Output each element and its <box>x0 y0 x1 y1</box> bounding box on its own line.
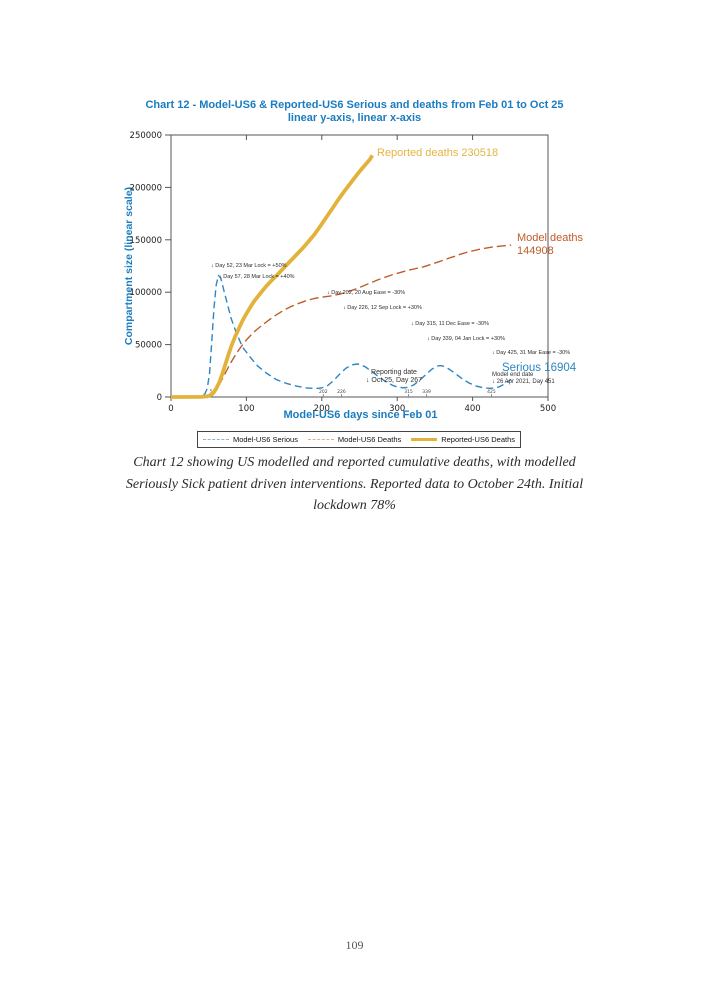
x-tick-label: 500 <box>540 404 556 414</box>
x-tick-label: 200 <box>314 404 330 414</box>
chart-annotation: ↓ Day 425, 31 Mar Ease = -30% <box>492 350 571 356</box>
plot-frame <box>170 134 549 398</box>
x-tick-label: 300 <box>389 404 405 414</box>
reporting-date-line2: ↓ Oct 25, Day 267 <box>365 377 423 384</box>
x-tick-label: 0 <box>168 404 173 414</box>
x-axis-label: Model-US6 days since Feb 01 <box>283 409 438 421</box>
chart-annotation: ↓ Day 315, 11 Dec Ease = -30% <box>411 321 490 327</box>
chart-annotation: ↓ Day 57, 28 Mar Lock = +40% <box>219 274 295 280</box>
legend-entry-model-deaths: Model-US6 Deaths <box>307 435 402 444</box>
reporting-date-annotation: Reporting date ↓ Oct 25, Day 267 <box>355 369 433 385</box>
chart-annotation: ↓ Day 202, 20 Aug Ease = -30% <box>327 290 406 296</box>
caption-line1: Chart 12 showing US modelled and reporte… <box>133 455 576 470</box>
chart-annotation: ↓ Day 339, 04 Jan Lock = +30% <box>427 336 505 342</box>
model-deaths-label-line2: 144908 <box>517 245 554 257</box>
model-deaths-label-line1: Model deaths <box>517 232 584 244</box>
intervention-tick-label: 339 <box>422 389 431 395</box>
chart-title-line2: linear y-axis, linear x-axis <box>287 112 422 124</box>
serious-label: Serious 16904 <box>502 362 577 374</box>
intervention-tick-label: 202 <box>319 389 328 395</box>
model-end-annotation: Model end date ↓ 26 Apr 2021, Day 451 <box>492 372 582 386</box>
reported-deaths-label: Reported deaths 230518 <box>377 147 499 159</box>
series-Model-US6 Deaths <box>170 244 512 398</box>
legend-label: Reported-US6 Deaths <box>441 435 515 444</box>
y-tick-label: 150000 <box>130 236 162 246</box>
chart-annotation: ↓ Day 52, 23 Mar Lock = +50% <box>211 263 287 269</box>
y-tick-label: 50000 <box>135 341 162 351</box>
legend-label: Model-US6 Serious <box>232 435 298 444</box>
intervention-tick-label: 425 <box>487 389 496 395</box>
reporting-date-line1: Reporting date <box>371 369 417 376</box>
x-tick-label: 100 <box>238 404 254 414</box>
x-tick-label: 400 <box>464 404 480 414</box>
caption-line3: lockdown 78% <box>313 498 396 513</box>
model-deaths-label: Model deaths 144908 <box>517 232 583 258</box>
figure-caption: Chart 12 showing US modelled and reporte… <box>70 452 639 517</box>
legend-entry-serious: Model-US6 Serious <box>202 435 298 444</box>
intervention-tick-label: 315 <box>404 389 413 395</box>
model-end-line1: Model end date <box>492 372 534 378</box>
y-tick-label: 200000 <box>130 183 162 193</box>
y-tick-label: 250000 <box>130 131 162 141</box>
caption-line2: Seriously Sick patient driven interventi… <box>125 476 584 492</box>
chart-title: Chart 12 - Model-US6 & Reported-US6 Seri… <box>0 99 709 125</box>
legend-entry-reported-deaths: Reported-US6 Deaths <box>411 435 515 444</box>
chart-legend: Model-US6 Serious Model-US6 Deaths Repor… <box>197 431 521 448</box>
dashed-line-icon <box>307 439 334 440</box>
y-tick-label: 100000 <box>130 288 162 298</box>
legend-label: Model-US6 Deaths <box>337 435 402 444</box>
chart-title-line1: Chart 12 - Model-US6 & Reported-US6 Seri… <box>145 99 564 111</box>
dashed-line-icon <box>202 439 229 440</box>
y-tick-label: 0 <box>157 393 162 403</box>
series-Model-US6 Serious <box>170 274 512 398</box>
chart-annotation: ↓ Day 226, 12 Sep Lock = +30% <box>343 305 422 311</box>
solid-line-icon <box>411 437 438 442</box>
series-Reported-US6 Deaths <box>170 154 374 399</box>
intervention-tick-label: 226 <box>337 389 346 395</box>
page-number: 109 <box>345 938 364 952</box>
model-end-line2: ↓ 26 Apr 2021, Day 451 <box>492 379 555 385</box>
